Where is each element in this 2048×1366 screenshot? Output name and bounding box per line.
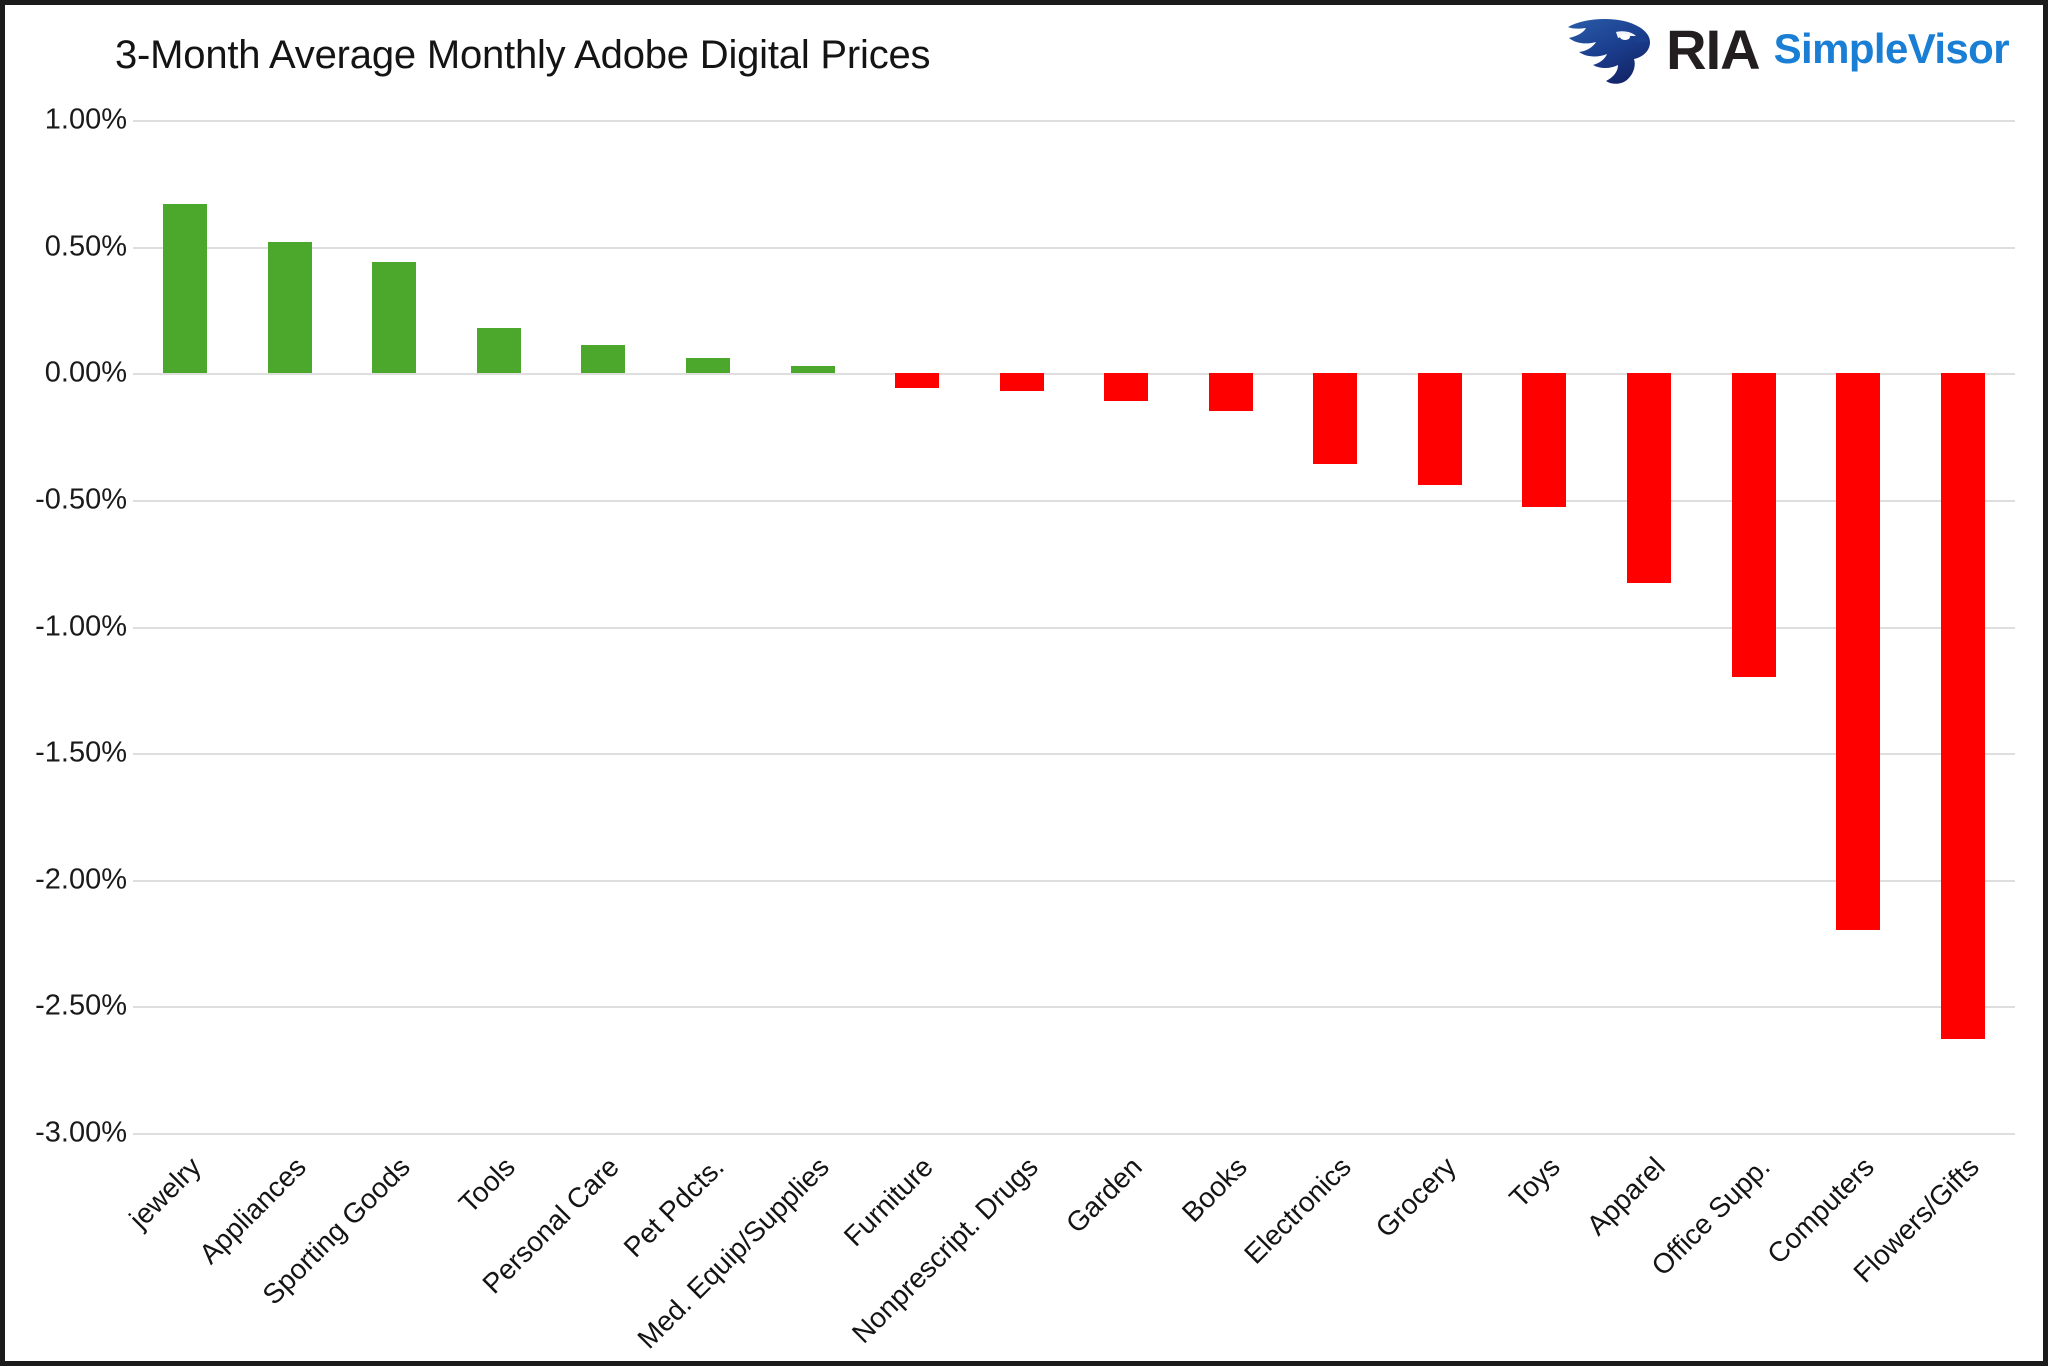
gridline: [133, 753, 2015, 756]
plot-area: [133, 120, 2015, 1135]
bar[interactable]: [1522, 373, 1567, 508]
y-axis-tick-label: 1.00%: [44, 103, 127, 136]
brand-logo[interactable]: RIA SimpleVisor: [1566, 13, 2010, 87]
bar[interactable]: [790, 365, 835, 374]
bar[interactable]: [1313, 373, 1358, 465]
bar-slot: [1910, 120, 2015, 1133]
gridline: [133, 120, 2015, 122]
bar[interactable]: [686, 358, 731, 374]
bar-slot: [1283, 120, 1388, 1133]
bar-slot: [760, 120, 865, 1133]
bar-slot: [342, 120, 447, 1133]
gridline: [133, 246, 2015, 249]
bar-slot: [447, 120, 552, 1133]
bar[interactable]: [1627, 373, 1672, 584]
brand-product-name: SimpleVisor: [1773, 25, 2010, 72]
bar[interactable]: [581, 345, 626, 374]
gridline: [133, 879, 2015, 882]
bar[interactable]: [1208, 373, 1253, 412]
bar-slot: [1597, 120, 1702, 1133]
page-title: 3-Month Average Monthly Adobe Digital Pr…: [115, 33, 931, 77]
x-axis-tick: Grocery: [1370, 1137, 1493, 1357]
bar-slot: [1074, 120, 1179, 1133]
bar-slot: [551, 120, 656, 1133]
bar[interactable]: [1417, 373, 1462, 485]
x-axis-tick: Sporting Goods: [257, 1137, 447, 1357]
gridline: [133, 373, 2015, 376]
y-axis-tick-label: -1.50%: [35, 736, 127, 769]
bar[interactable]: [1104, 373, 1149, 402]
bar-slot: [969, 120, 1074, 1133]
x-axis-tick: Toys: [1492, 1137, 1597, 1357]
y-axis-tick-label: -2.50%: [35, 989, 127, 1022]
x-axis-tick: Flowers/Gifts: [1847, 1137, 2015, 1357]
bar[interactable]: [1940, 373, 1985, 1040]
bar[interactable]: [895, 373, 940, 389]
bar[interactable]: [372, 261, 417, 374]
bar-slot: [865, 120, 970, 1133]
x-axis: jewelry Appliances Sporting Goods Tools Pers…: [124, 1137, 2015, 1357]
gridline: [133, 1006, 2015, 1009]
brand-name: RIA: [1666, 18, 1760, 81]
bar-series: [133, 120, 2015, 1133]
bar-slot: [656, 120, 761, 1133]
bar-slot: [133, 120, 238, 1133]
x-axis-tick-label: Books: [1175, 1151, 1253, 1228]
y-axis-tick-label: -3.00%: [35, 1116, 127, 1149]
gridline: [133, 626, 2015, 629]
x-axis-tick: Electronics: [1239, 1137, 1388, 1357]
bar[interactable]: [163, 203, 208, 374]
y-axis-tick-label: -2.00%: [35, 863, 127, 896]
bar[interactable]: [476, 327, 521, 374]
x-axis-tick-label: Tools: [452, 1151, 521, 1220]
bar-slot: [1701, 120, 1806, 1133]
bar[interactable]: [1731, 373, 1776, 678]
x-axis-tick-label: Garden: [1060, 1151, 1149, 1239]
bar-slot: [1806, 120, 1911, 1133]
y-axis-tick-label: 0.00%: [44, 356, 127, 389]
bar-slot: [238, 120, 343, 1133]
gridline: [133, 1133, 2015, 1135]
x-axis-tick-label: jewelry: [123, 1151, 208, 1235]
gridline: [133, 499, 2015, 502]
x-axis-tick-label: Toys: [1503, 1151, 1567, 1214]
bar[interactable]: [1836, 373, 1881, 931]
y-axis-tick-label: -0.50%: [35, 483, 127, 516]
bar-slot: [1388, 120, 1493, 1133]
bar-slot: [1179, 120, 1284, 1133]
y-axis-tick-label: 0.50%: [44, 230, 127, 263]
x-axis-tick: Garden: [1060, 1137, 1179, 1357]
y-axis: 1.00% 0.50% 0.00% -0.50% -1.00% -1.50% -2.00% -…: [5, 104, 127, 1149]
bar[interactable]: [267, 241, 312, 374]
bar-slot: [1492, 120, 1597, 1133]
eagle-head-icon: [1568, 19, 1651, 84]
bar[interactable]: [999, 373, 1044, 391]
y-axis-tick-label: -1.00%: [35, 610, 127, 642]
x-axis-tick: Nonprescript. Drugs: [846, 1137, 1074, 1357]
